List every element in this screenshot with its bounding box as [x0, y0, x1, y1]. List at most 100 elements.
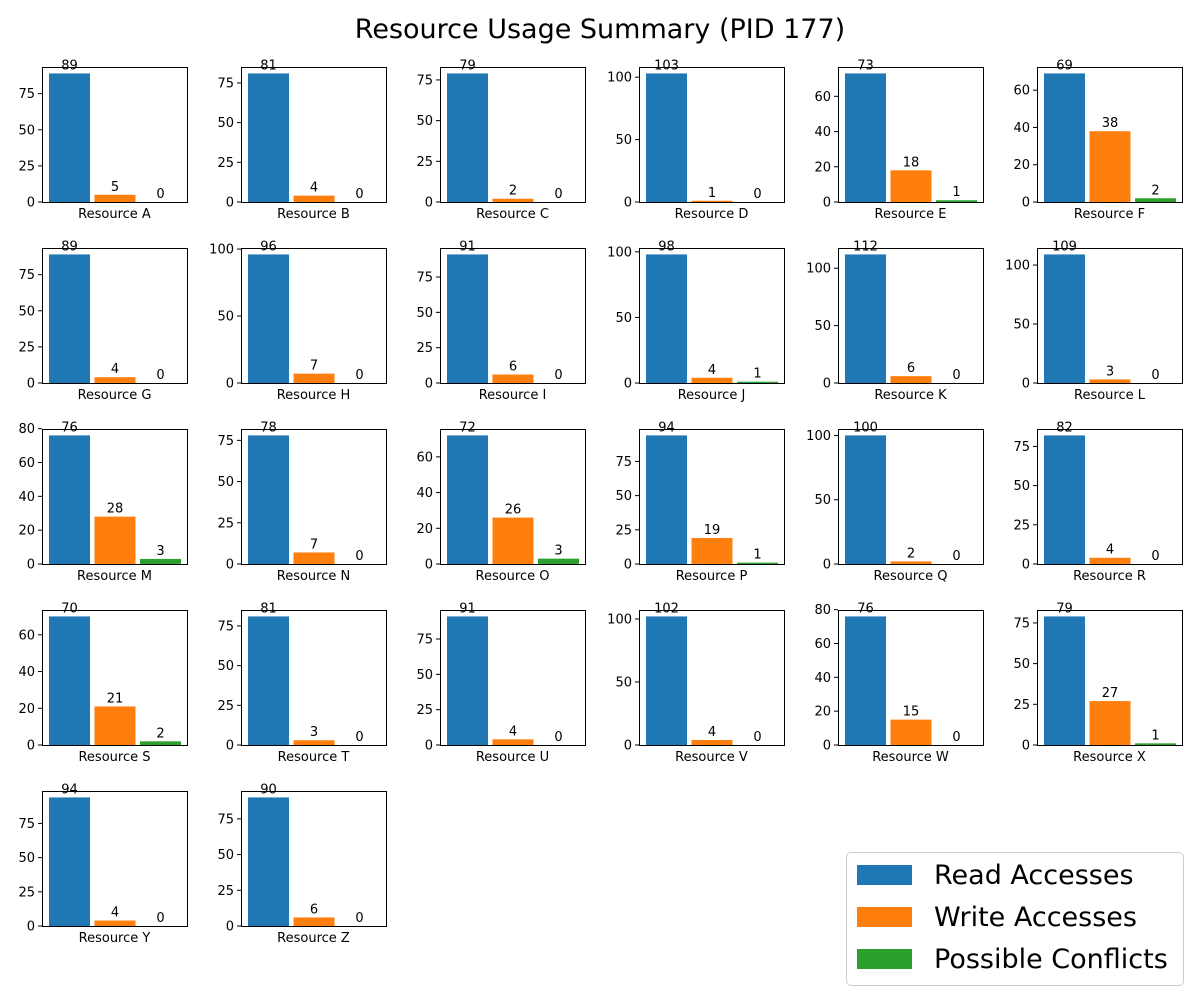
data-label-write-q: 2 [907, 546, 915, 561]
x-label-resource-x: Resource X [1073, 750, 1146, 765]
x-label-resource-o: Resource O [476, 569, 550, 584]
y-tick-label: 50 [814, 319, 831, 334]
panel-resource-o: 72 26 3 0 20 40 60 Resource O [416, 420, 586, 584]
y-tick-label: 60 [18, 628, 35, 643]
x-label-resource-l: Resource L [1074, 388, 1146, 403]
y-tick-label: 100 [1005, 259, 1030, 274]
chart-title: Resource Usage Summary (PID 177) [354, 14, 846, 45]
y-tick-label: 25 [217, 699, 234, 714]
axes-frame-y [42, 791, 188, 927]
data-label-read-y: 94 [61, 782, 78, 797]
bar-conflict-f [1135, 198, 1176, 202]
x-label-resource-i: Resource I [479, 388, 547, 403]
y-tick-label: 75 [18, 268, 35, 283]
bar-write-y [94, 920, 136, 926]
bar-write-w [890, 719, 932, 745]
bar-write-c [492, 198, 534, 202]
bar-write-r [1089, 557, 1131, 564]
y-tick-label: 0 [226, 377, 234, 392]
bar-write-a [94, 194, 136, 202]
y-tick-label: 75 [18, 87, 35, 102]
axes-frame-h [241, 248, 387, 384]
y-tick-label: 0 [226, 739, 234, 754]
data-label-conflict-u: 0 [554, 730, 562, 745]
y-tick-label: 50 [416, 306, 433, 321]
y-tick-label: 50 [814, 493, 831, 508]
legend-label-write: Write Accesses [934, 901, 1137, 933]
data-label-conflict-k: 0 [952, 368, 960, 383]
legend-item-conflicts: Possible Conflicts [857, 941, 1168, 977]
bar-write-b [293, 195, 335, 202]
data-label-write-u: 4 [509, 724, 517, 739]
bar-conflict-s [140, 741, 181, 745]
data-label-read-d: 103 [654, 58, 679, 73]
axes-frame-j [639, 248, 785, 384]
y-tick-label: 50 [18, 123, 35, 138]
y-tick-label: 0 [624, 739, 632, 754]
data-label-conflict-s: 2 [156, 726, 164, 741]
y-tick-label: 60 [416, 450, 433, 465]
data-label-write-z: 6 [310, 902, 318, 917]
data-label-conflict-d: 0 [753, 187, 761, 202]
y-tick-label: 25 [416, 155, 433, 170]
x-label-resource-j: Resource J [678, 388, 746, 403]
y-tick-label: 100 [607, 612, 632, 627]
x-label-resource-n: Resource N [277, 569, 350, 584]
x-label-resource-v: Resource V [675, 750, 748, 765]
legend-swatch-write [857, 907, 912, 927]
x-label-resource-h: Resource H [277, 388, 351, 403]
y-tick-label: 40 [18, 665, 35, 680]
x-label-resource-k: Resource K [874, 388, 947, 403]
data-label-conflict-i: 0 [554, 368, 562, 383]
bar-conflict-m [140, 558, 181, 564]
y-tick-label: 50 [217, 116, 234, 131]
x-label-resource-m: Resource M [77, 569, 152, 584]
axes-frame-a [42, 67, 188, 203]
y-tick-label: 40 [814, 671, 831, 686]
panel-resource-c: 79 2 0 0 25 50 75 Resource C [416, 58, 586, 222]
y-tick-label: 25 [18, 159, 35, 174]
axes-frame-c [440, 67, 586, 203]
bar-write-x [1089, 701, 1131, 745]
data-label-write-c: 2 [509, 184, 517, 199]
bar-read-o [447, 435, 488, 564]
y-tick-label: 75 [416, 73, 433, 88]
data-label-write-i: 6 [509, 360, 517, 375]
data-label-read-a: 89 [61, 58, 78, 73]
y-tick-label: 0 [27, 196, 35, 211]
data-label-read-h: 96 [260, 239, 277, 254]
data-label-write-r: 4 [1106, 543, 1114, 558]
bar-read-d [646, 73, 687, 202]
data-label-write-p: 19 [704, 523, 721, 538]
data-label-conflict-t: 0 [355, 730, 363, 745]
y-tick-label: 0 [425, 377, 433, 392]
y-tick-label: 50 [1013, 318, 1030, 333]
bar-read-k [845, 254, 886, 383]
y-tick-label: 75 [217, 812, 234, 827]
data-label-read-s: 70 [61, 601, 78, 616]
data-label-read-t: 81 [260, 601, 277, 616]
y-tick-label: 25 [18, 340, 35, 355]
data-label-conflict-z: 0 [355, 911, 363, 926]
bar-write-z [293, 917, 335, 926]
y-tick-label: 75 [217, 76, 234, 91]
data-label-write-h: 7 [310, 359, 318, 374]
axes-frame-g [42, 248, 188, 384]
data-label-read-w: 76 [857, 601, 874, 616]
data-label-write-s: 21 [107, 691, 124, 706]
bar-write-t [293, 740, 335, 745]
bar-write-o [492, 517, 534, 564]
y-tick-label: 20 [814, 160, 831, 175]
bar-conflict-j [737, 381, 778, 383]
y-tick-label: 20 [18, 524, 35, 539]
y-tick-label: 60 [18, 456, 35, 471]
data-label-conflict-m: 3 [156, 544, 164, 559]
y-tick-label: 25 [1013, 698, 1030, 713]
y-tick-label: 20 [18, 702, 35, 717]
data-label-conflict-y: 0 [156, 911, 164, 926]
bar-write-u [492, 739, 534, 745]
y-tick-label: 25 [615, 523, 632, 538]
y-tick-label: 0 [425, 558, 433, 573]
